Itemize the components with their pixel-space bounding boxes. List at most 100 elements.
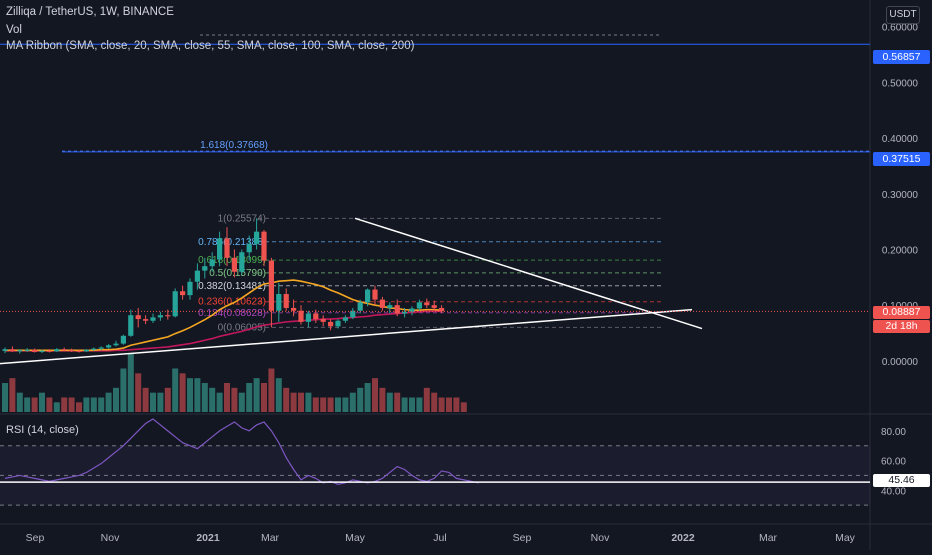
volume-bar: [261, 383, 267, 412]
candle-body: [91, 348, 97, 350]
volume-bar: [216, 392, 223, 412]
candle-body: [172, 291, 178, 317]
volume-bar: [9, 378, 16, 412]
y-tick-label: 0.50000: [882, 78, 919, 89]
candle-body: [46, 350, 52, 352]
x-tick-label: Mar: [261, 532, 280, 544]
volume-bar: [157, 392, 164, 412]
volume-bar: [290, 392, 297, 412]
volume-bar: [298, 392, 304, 412]
volume-bar: [372, 378, 378, 412]
volume-bar: [24, 397, 31, 412]
y-tick-label: 0.00000: [882, 357, 919, 368]
volume-bar: [423, 387, 430, 412]
x-tick-label: 2022: [671, 532, 695, 544]
y-tick-label: 0.40000: [882, 134, 919, 145]
candle-body: [387, 305, 393, 308]
x-tick-label: Nov: [591, 532, 610, 544]
candle-body: [2, 349, 8, 351]
candle-body: [239, 252, 245, 272]
candle-body: [24, 349, 30, 351]
currency-button[interactable]: USDT: [886, 6, 920, 24]
volume-bar: [164, 387, 171, 412]
y-tick-label: 0.30000: [882, 190, 919, 201]
rsi-legend[interactable]: RSI (14, close): [6, 424, 79, 436]
volume-bar: [194, 378, 201, 412]
candle-body: [157, 315, 163, 318]
volume-bar: [357, 387, 364, 412]
symbol-title[interactable]: Zilliqa / TetherUS, 1W, BINANCE: [6, 6, 174, 18]
volume-bar: [416, 397, 423, 412]
rsi-value-badge: 45.46: [873, 474, 930, 487]
candle-body: [276, 294, 282, 311]
candle-body: [150, 317, 156, 321]
rsi-tick-label: 40.00: [881, 486, 906, 497]
candle-body: [128, 315, 134, 336]
volume-bar: [2, 383, 8, 412]
candle-body: [254, 231, 260, 244]
ma-ribbon-legend[interactable]: MA Ribbon (SMA, close, 20, SMA, close, 5…: [6, 40, 415, 52]
volume-bar: [438, 397, 445, 412]
volume-bar: [68, 397, 75, 412]
volume-bar: [335, 397, 341, 412]
volume-bar: [98, 397, 105, 412]
rsi-line: [4, 418, 479, 485]
candle-body: [224, 238, 230, 258]
x-tick-label: 2021: [196, 532, 220, 544]
candle-body: [106, 345, 112, 348]
candle-body: [98, 347, 104, 349]
volume-bar: [394, 392, 401, 412]
candle-body: [165, 315, 171, 317]
candle-body: [431, 305, 437, 308]
ma-ribbon-fast-line: [5, 279, 442, 352]
fib-level-label: 0.5(0.15790): [209, 268, 266, 279]
volume-bar: [142, 387, 149, 412]
x-tick-label: May: [345, 532, 366, 544]
candle-body: [76, 350, 82, 352]
volume-bar: [201, 383, 208, 412]
candle-body: [113, 343, 119, 346]
candle-body: [231, 257, 237, 272]
fib-level-label: 1(0.25574): [218, 213, 266, 224]
volume-bar: [342, 397, 349, 412]
candle-body: [372, 289, 378, 300]
hline-price-badge-2: 0.37515: [873, 152, 930, 166]
x-tick-label: Mar: [759, 532, 778, 544]
volume-bar: [187, 378, 193, 412]
candle-body: [180, 291, 186, 296]
volume-bar: [105, 392, 112, 412]
last-price-badge: 0.08887: [873, 306, 930, 319]
volume-bar: [53, 402, 60, 412]
candle-body: [217, 238, 223, 260]
volume-bar: [364, 383, 371, 412]
candle-body: [83, 349, 89, 352]
candle-body: [394, 305, 400, 314]
candle-body: [268, 260, 274, 311]
fib-level-label: 0.382(0.13481): [198, 281, 266, 292]
candle-body: [261, 231, 267, 261]
hline-price-badge-1: 0.56857: [873, 50, 930, 64]
volume-bar: [16, 392, 23, 412]
candle-body: [313, 313, 319, 320]
volume-bar: [172, 368, 179, 412]
candle-body: [143, 319, 149, 321]
volume-bar: [305, 392, 312, 412]
volume-bar: [127, 354, 134, 412]
candle-body: [39, 350, 45, 352]
volume-bar: [120, 368, 127, 412]
candle-body: [342, 317, 348, 321]
volume-bar: [113, 387, 119, 412]
volume-bar: [386, 392, 393, 412]
volume-legend[interactable]: Vol: [6, 24, 22, 36]
candle-body: [69, 350, 75, 352]
volume-bar: [327, 397, 334, 412]
candle-body: [291, 307, 297, 311]
x-tick-label: Jul: [433, 532, 446, 544]
candle-body: [305, 313, 311, 322]
candle-body: [424, 302, 430, 306]
candle-body: [283, 294, 289, 308]
volume-bar: [268, 368, 275, 412]
volume-bar: [379, 387, 386, 412]
